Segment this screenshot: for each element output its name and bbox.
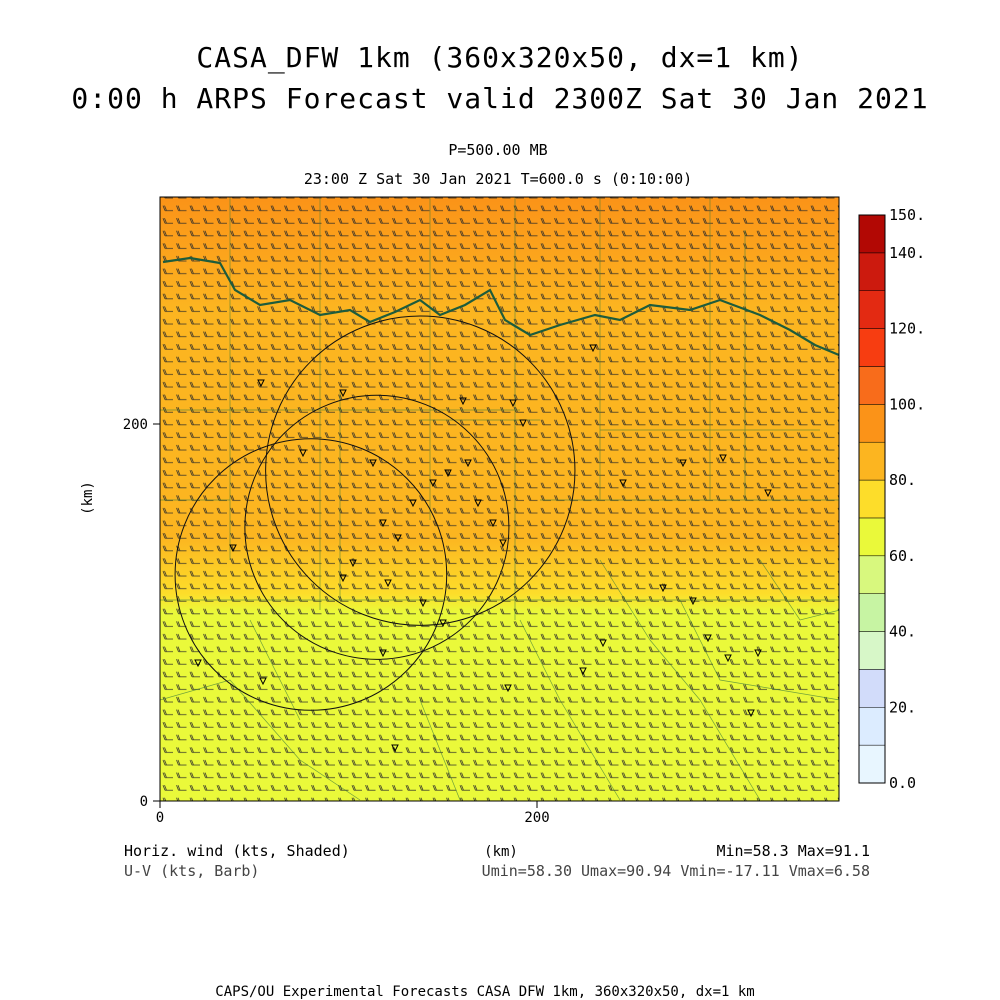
y-tick-label-200: 200	[123, 417, 148, 433]
colorbar-bin-3	[858, 631, 886, 670]
colorbar-bin-14	[858, 214, 886, 254]
annotation-barb-field: U-V (kts, Barb)	[124, 862, 259, 880]
colorbar: 0.0 20. 40. 60. 80. 100. 120. 140. 150.	[858, 206, 925, 792]
colorbar-bin-12	[858, 290, 886, 329]
colorbar-bin-10	[858, 366, 886, 405]
x-tick-label-0: 0	[156, 810, 164, 826]
annotation-shaded-field: Horiz. wind (kts, Shaded)	[124, 842, 350, 860]
colorbar-bin-7	[858, 479, 886, 519]
y-axis-label: (km)	[80, 481, 96, 515]
colorbar-bin-5	[858, 555, 886, 594]
colorbar-label: 120.	[889, 320, 925, 338]
x-tick-label-200: 200	[524, 810, 549, 826]
station-markers	[194, 344, 772, 753]
colorbar-label: 20.	[889, 698, 916, 716]
colorbar-label: 150.	[889, 206, 925, 224]
colorbar-bin-8	[858, 441, 886, 481]
radar-range-rings	[174, 315, 576, 711]
colorbar-label: 60.	[889, 547, 916, 565]
map-title-line2: 0:00 h ARPS Forecast valid 2300Z Sat 30 …	[71, 82, 929, 115]
colorbar-bin-13	[858, 252, 886, 291]
colorbar-label: 0.0	[889, 774, 916, 792]
wind-barbs	[160, 197, 839, 801]
radar-ring-southwest	[174, 438, 448, 711]
pressure-level-label: P=500.00 MB	[448, 141, 548, 159]
colorbar-bin-6	[858, 517, 886, 557]
colorbar-label: 40.	[889, 623, 916, 641]
annotation-uv-range: Umin=58.30 Umax=90.94 Vmin=-17.11 Vmax=6…	[482, 862, 870, 880]
colorbar-bin-9	[858, 404, 886, 443]
colorbar-label: 140.	[889, 244, 925, 262]
colorbar-bin-4	[858, 593, 886, 632]
colorbar-label: 80.	[889, 471, 916, 489]
annotation-min-max: Min=58.3 Max=91.1	[716, 842, 870, 860]
radar-ring-center	[244, 394, 510, 660]
colorbar-bin-2	[858, 669, 886, 708]
x-axis: 0 200	[156, 801, 550, 826]
colorbar-frame	[858, 214, 886, 784]
colorbar-bin-1	[858, 707, 886, 746]
valid-time-label: 23:00 Z Sat 30 Jan 2021 T=600.0 s (0:10:…	[303, 170, 693, 188]
colorbar-bin-0	[858, 744, 886, 784]
colorbar-bin-11	[858, 328, 886, 367]
map-frame	[159, 196, 840, 802]
county-boundaries	[160, 197, 839, 801]
red-river-boundary	[162, 256, 840, 357]
radar-ring-north	[265, 315, 576, 626]
y-tick-label-0: 0	[140, 794, 148, 810]
colorbar-label: 100.	[889, 395, 925, 413]
footer-credit: CAPS/OU Experimental Forecasts CASA DFW …	[215, 984, 755, 1000]
x-axis-label: (km)	[484, 844, 518, 860]
map-title-line1: CASA_DFW 1km (360x320x50, dx=1 km)	[196, 41, 804, 74]
y-axis: 0 200 (km)	[80, 417, 160, 810]
